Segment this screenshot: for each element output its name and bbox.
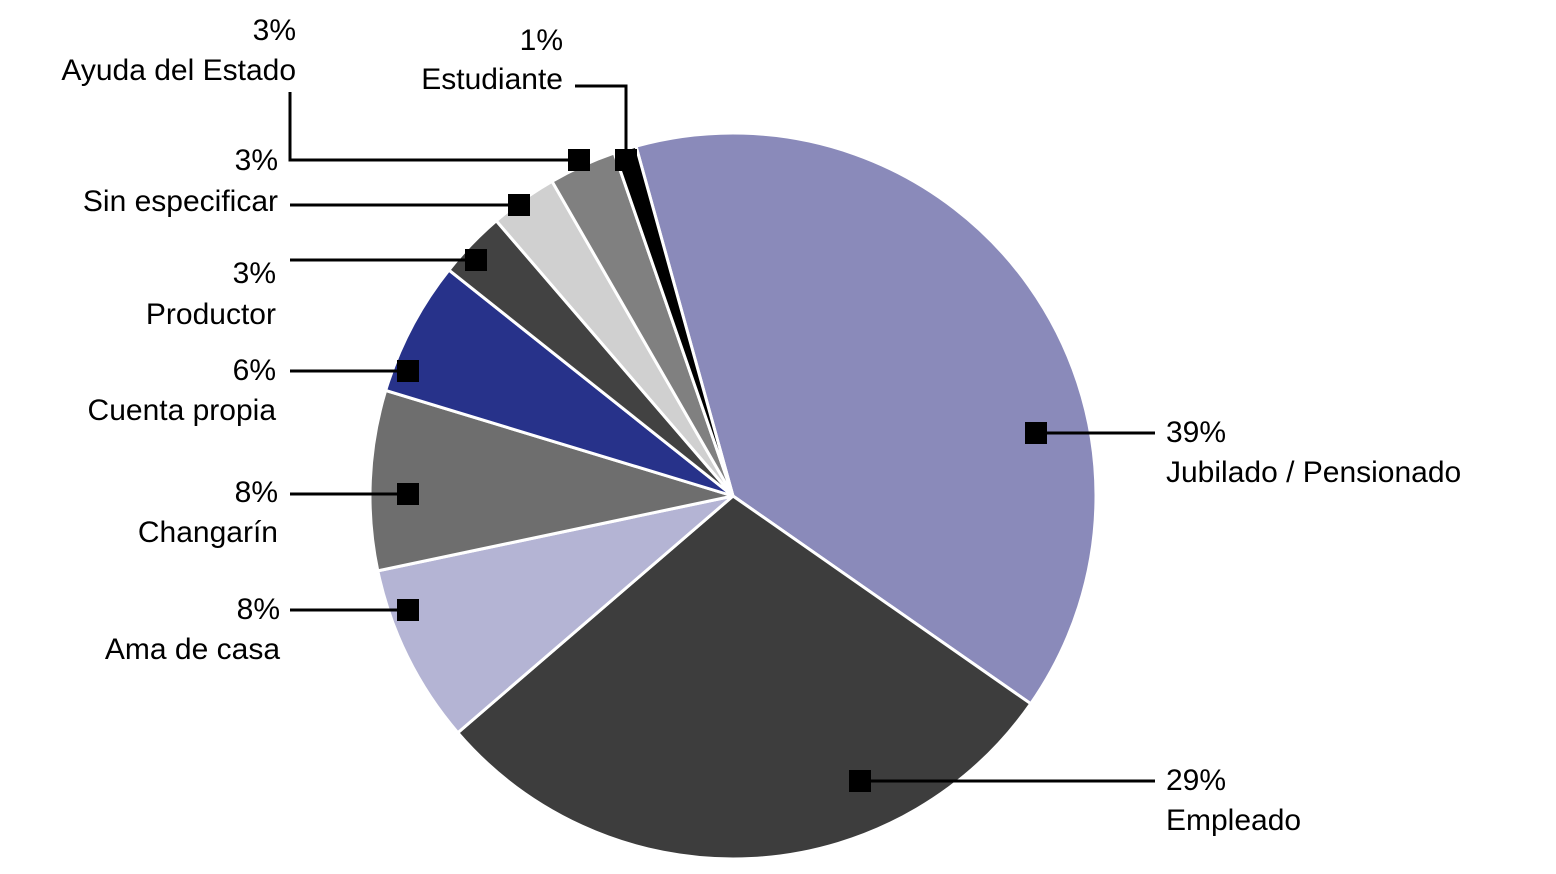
- leader-marker: [1025, 422, 1047, 444]
- category-label: Estudiante: [421, 63, 563, 96]
- leader-marker: [397, 599, 419, 621]
- category-label: Ama de casa: [105, 633, 280, 666]
- value-label: 8%: [235, 476, 278, 509]
- leader-marker: [465, 249, 487, 271]
- pie-slice: [634, 131, 1098, 706]
- category-label: Ayuda del Estado: [61, 54, 296, 87]
- leader-line: [575, 84, 628, 160]
- leader-marker: [397, 360, 419, 382]
- category-label: Changarín: [138, 516, 278, 549]
- leader-marker: [508, 194, 530, 216]
- leader-marker: [615, 149, 637, 171]
- category-label: Sin especificar: [83, 185, 278, 218]
- leader-marker: [397, 483, 419, 505]
- value-label: 39%: [1166, 416, 1226, 449]
- value-label: 6%: [233, 354, 276, 387]
- value-label: 1%: [520, 24, 563, 57]
- category-label: Empleado: [1166, 804, 1301, 837]
- value-label: 3%: [233, 257, 276, 290]
- value-label: 8%: [237, 593, 280, 626]
- pie-slice: [368, 388, 734, 573]
- leader-marker: [568, 149, 590, 171]
- category-label: Jubilado / Pensionado: [1166, 456, 1461, 489]
- value-label: 29%: [1166, 764, 1226, 797]
- value-label: 3%: [235, 144, 278, 177]
- value-label: 3%: [253, 14, 296, 47]
- leader-marker: [849, 770, 871, 792]
- category-label: Cuenta propia: [88, 394, 277, 427]
- pie-slice: [383, 267, 734, 498]
- pie-slice: [455, 494, 1033, 861]
- category-label: Productor: [146, 298, 276, 331]
- leader-line: [288, 92, 579, 162]
- pie-slice: [376, 494, 734, 735]
